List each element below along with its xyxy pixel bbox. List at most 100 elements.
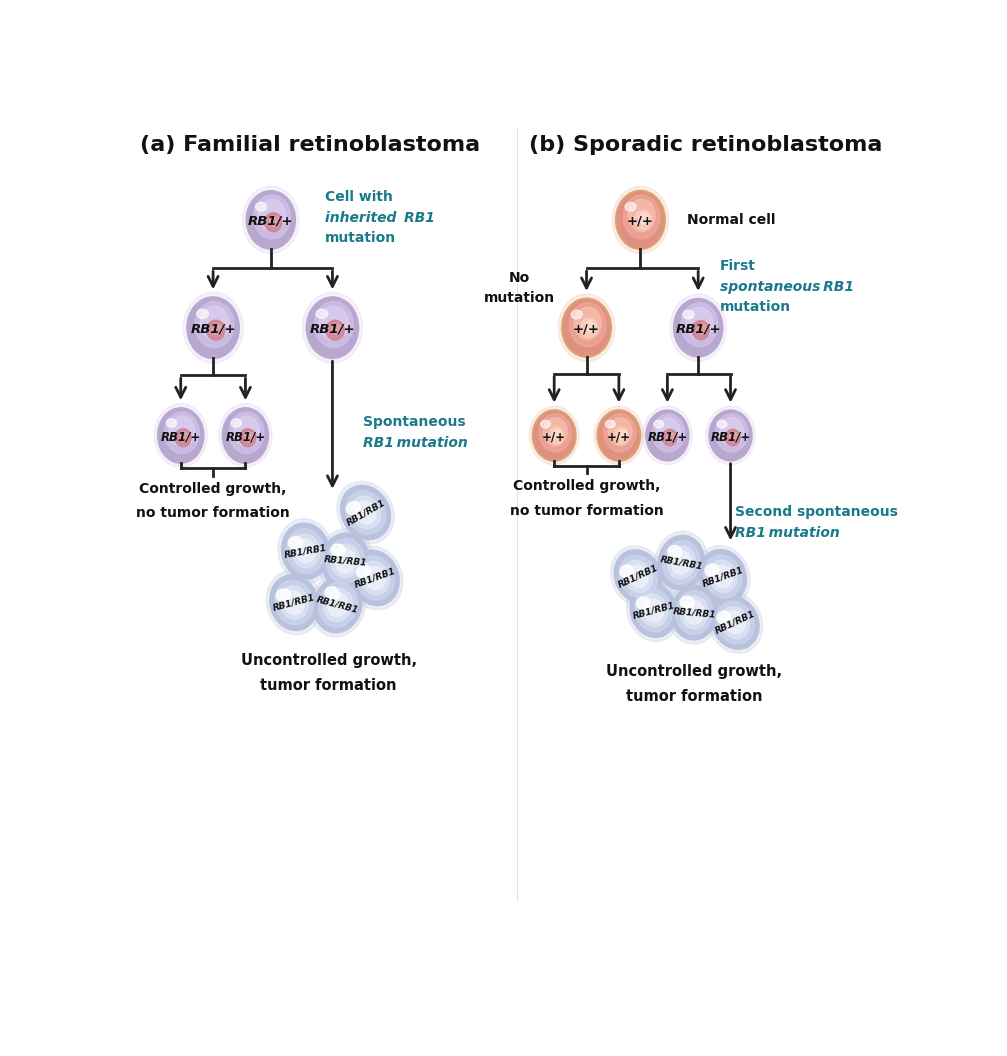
Ellipse shape — [625, 203, 636, 211]
Text: RB1/+: RB1/+ — [710, 430, 750, 444]
Text: RB1/RB1: RB1/RB1 — [272, 592, 316, 612]
Text: RB1/+: RB1/+ — [648, 430, 688, 444]
Ellipse shape — [634, 210, 652, 229]
Ellipse shape — [636, 597, 651, 609]
Ellipse shape — [254, 195, 291, 239]
Ellipse shape — [187, 297, 240, 358]
Ellipse shape — [365, 566, 385, 589]
Ellipse shape — [623, 561, 653, 592]
Ellipse shape — [696, 546, 750, 607]
Text: First: First — [720, 259, 755, 274]
Ellipse shape — [350, 550, 399, 605]
Ellipse shape — [580, 318, 597, 337]
Ellipse shape — [331, 324, 341, 335]
Ellipse shape — [230, 412, 264, 453]
Ellipse shape — [708, 592, 762, 654]
Ellipse shape — [313, 577, 362, 633]
Ellipse shape — [314, 302, 353, 347]
Text: Cell with: Cell with — [324, 190, 393, 204]
Ellipse shape — [223, 408, 269, 464]
Ellipse shape — [668, 546, 682, 558]
Text: mutation: mutation — [484, 291, 555, 305]
Ellipse shape — [194, 302, 234, 347]
Ellipse shape — [259, 200, 286, 231]
Ellipse shape — [234, 416, 259, 447]
Ellipse shape — [336, 482, 395, 544]
Ellipse shape — [295, 540, 316, 563]
Ellipse shape — [533, 410, 576, 460]
Ellipse shape — [668, 581, 721, 644]
Ellipse shape — [704, 554, 742, 598]
Ellipse shape — [175, 429, 191, 447]
Ellipse shape — [628, 565, 649, 588]
Text: RB1/+: RB1/+ — [676, 323, 721, 336]
Ellipse shape — [711, 596, 759, 649]
Ellipse shape — [340, 486, 391, 540]
Ellipse shape — [278, 518, 333, 583]
Ellipse shape — [715, 414, 748, 452]
Ellipse shape — [243, 186, 299, 253]
Ellipse shape — [275, 581, 313, 625]
Ellipse shape — [549, 428, 564, 444]
Text: inherited  RB1: inherited RB1 — [324, 210, 435, 225]
Text: +/+: +/+ — [573, 323, 600, 336]
Ellipse shape — [265, 212, 282, 231]
Ellipse shape — [325, 587, 339, 600]
Text: RB1/+: RB1/+ — [248, 214, 294, 228]
Ellipse shape — [231, 419, 242, 428]
Ellipse shape — [672, 585, 717, 640]
Ellipse shape — [276, 589, 290, 602]
Text: no tumor formation: no tumor formation — [136, 506, 290, 521]
Ellipse shape — [683, 310, 694, 319]
Ellipse shape — [628, 200, 656, 231]
Ellipse shape — [612, 186, 669, 253]
Ellipse shape — [240, 429, 256, 447]
Ellipse shape — [335, 549, 355, 573]
Ellipse shape — [692, 321, 709, 340]
Text: (b) Sporadic retinoblastoma: (b) Sporadic retinoblastoma — [529, 135, 882, 155]
Ellipse shape — [594, 407, 643, 465]
Ellipse shape — [541, 420, 551, 428]
Ellipse shape — [282, 523, 329, 579]
Ellipse shape — [639, 213, 650, 224]
Ellipse shape — [356, 565, 371, 578]
Ellipse shape — [571, 310, 582, 319]
Ellipse shape — [716, 601, 754, 644]
Ellipse shape — [219, 403, 272, 468]
Ellipse shape — [697, 324, 707, 335]
Ellipse shape — [672, 551, 691, 574]
Text: RB1/+: RB1/+ — [161, 431, 200, 444]
Text: tumor formation: tumor formation — [626, 689, 762, 703]
Ellipse shape — [331, 544, 345, 557]
Ellipse shape — [713, 565, 733, 588]
Ellipse shape — [653, 414, 685, 452]
Ellipse shape — [553, 430, 562, 438]
Ellipse shape — [246, 191, 295, 249]
Text: RB1/RB1: RB1/RB1 — [344, 497, 387, 527]
Ellipse shape — [326, 320, 344, 340]
Ellipse shape — [639, 595, 668, 626]
Ellipse shape — [674, 299, 723, 357]
Text: mutation: mutation — [720, 300, 790, 314]
Ellipse shape — [681, 597, 708, 629]
Text: (a) Familial retinoblastoma: (a) Familial retinoblastoma — [140, 135, 480, 155]
Ellipse shape — [643, 599, 664, 622]
Ellipse shape — [706, 407, 755, 465]
Ellipse shape — [630, 583, 677, 638]
Text: RB1/RB1: RB1/RB1 — [283, 543, 327, 560]
Ellipse shape — [562, 299, 611, 357]
Ellipse shape — [544, 418, 567, 446]
Ellipse shape — [597, 410, 640, 460]
Text: RB1 mutation: RB1 mutation — [364, 436, 468, 450]
Ellipse shape — [613, 428, 628, 444]
Ellipse shape — [667, 432, 675, 441]
Ellipse shape — [720, 418, 743, 446]
Text: Uncontrolled growth,: Uncontrolled growth, — [606, 664, 782, 679]
Ellipse shape — [725, 430, 740, 446]
Text: +/+: +/+ — [542, 430, 566, 444]
Text: +/+: +/+ — [627, 214, 654, 228]
Ellipse shape — [705, 564, 719, 577]
Ellipse shape — [663, 541, 700, 584]
Ellipse shape — [725, 611, 745, 634]
Ellipse shape — [345, 491, 386, 534]
